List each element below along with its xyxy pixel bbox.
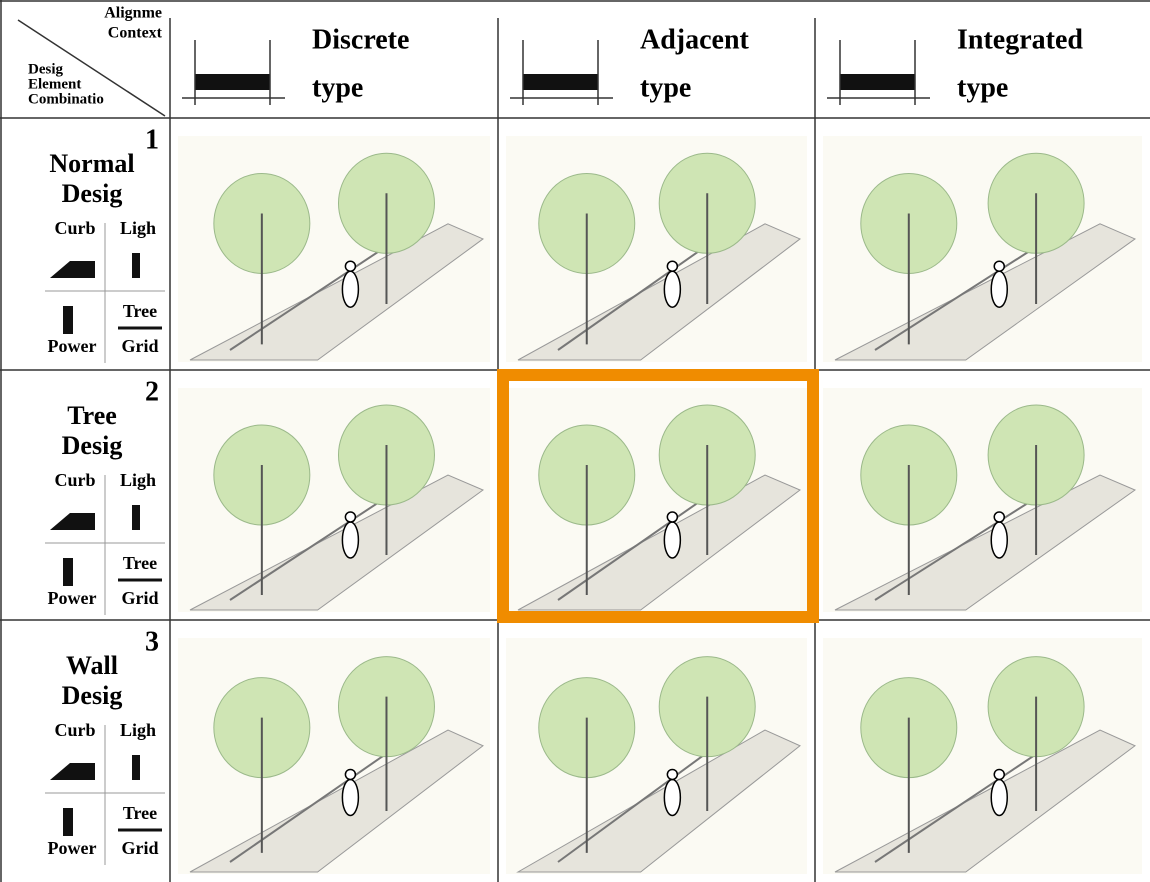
row-name: Desig [62,431,123,460]
icon-label: Grid [121,336,158,356]
street-sketch [823,638,1142,874]
street-sketch [178,638,490,874]
street-sketch [823,136,1142,362]
street-sketch [823,388,1142,612]
curb-icon [50,261,95,278]
corner-diagonal [17,19,166,117]
icon-label: Grid [121,838,158,858]
icon-label: Ligh [120,218,156,238]
curb-icon [50,763,95,780]
column-name: Adjacent [640,24,750,55]
row-number: 3 [145,626,159,657]
row-name: Normal [49,149,134,178]
corner-label: Element [28,76,81,92]
icon-label: Power [48,336,97,356]
row-name: Desig [62,179,123,208]
icon-label: Curb [54,218,95,238]
light-icon [132,505,140,530]
person [990,270,1008,308]
person [990,521,1008,559]
icon-label: Curb [54,470,95,490]
corner-label: Combinatio [28,91,104,107]
person-head [666,260,679,272]
row-name: Wall [66,651,118,680]
person-head [344,768,357,781]
person-head [344,260,357,272]
column-name: Discrete [312,24,409,55]
sidewalk [834,223,1137,361]
icon-label: Power [48,588,97,608]
icon-label: Tree [123,301,157,321]
sidewalk [189,223,485,361]
sidewalk [189,474,485,611]
column-type: type [957,72,1008,103]
curb-icon [50,513,95,530]
sidewalk [517,223,801,361]
header-icon-block [840,74,915,90]
person-head [666,511,679,523]
icon-label: Grid [121,588,158,608]
person [990,778,1008,817]
person [663,778,682,817]
header-icon-block [523,74,598,90]
light-icon [132,755,140,780]
person-head [993,260,1005,272]
sidewalk [516,729,801,873]
header-icon-block [195,74,270,90]
sidewalk [189,729,484,873]
sidewalk [834,474,1137,611]
person [663,270,682,308]
light-icon [132,253,140,278]
highlight-frame [497,369,819,623]
row-number: 1 [145,124,159,155]
person-head [993,768,1005,781]
corner-label: Context [108,25,163,42]
person [341,270,360,308]
icon-label: Tree [123,803,157,823]
street-sketch [506,136,807,362]
person-head [666,768,679,781]
sidewalk [834,729,1136,873]
corner-label: Alignme [104,5,162,22]
column-type: type [640,72,691,103]
icon-label: Curb [54,720,95,740]
person [663,521,682,559]
person-head [344,511,357,523]
sidewalk [517,474,801,611]
corner-label: Desig [28,61,63,77]
street-sketch [178,136,490,362]
street-sketch [178,388,490,612]
row-number: 2 [145,376,159,407]
icon-label: Tree [123,553,157,573]
power-icon [63,808,73,836]
row-name: Desig [62,681,123,710]
icon-label: Ligh [120,470,156,490]
row-name: Tree [67,401,117,430]
person [341,521,360,559]
power-icon [63,558,73,586]
power-icon [63,306,73,334]
street-sketch [506,638,807,874]
column-type: type [312,72,363,103]
street-sketch [506,388,807,612]
column-name: Integrated [957,24,1083,55]
person-head [993,511,1005,523]
person [341,778,360,817]
icon-label: Ligh [120,720,156,740]
icon-label: Power [48,838,97,858]
